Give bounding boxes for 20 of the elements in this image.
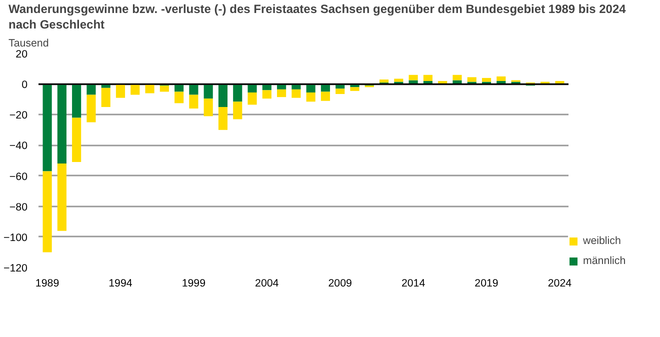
- y-tick-label: −120: [3, 262, 28, 274]
- y-tick-label: 0: [22, 79, 28, 92]
- y-tick-label: −100: [3, 232, 28, 244]
- y-tick-label: 20: [16, 48, 28, 60]
- legend-label: weiblich: [583, 235, 621, 247]
- chart-title: Wanderungsgewinne bzw. -verluste (-) des Freistaates Sachsen gegenüber dem Bundesgebiet 1989 bis 2024 nach Geschlecht: [8, 2, 626, 32]
- y-tick-label: −20: [9, 110, 28, 122]
- y-axis-title: Tausend: [8, 38, 49, 50]
- x-tick-label: 1999: [182, 278, 206, 290]
- x-tick-label: 2019: [474, 278, 498, 290]
- x-tick-label: 2014: [401, 278, 426, 290]
- x-tick-label: 2009: [328, 278, 352, 290]
- y-tick-label: −60: [9, 170, 28, 183]
- y-tick-label: −80: [9, 201, 28, 214]
- legend-label: männlich: [583, 255, 626, 267]
- x-tick-label: 2004: [255, 278, 279, 290]
- x-tick-label: 2024: [548, 278, 572, 290]
- y-tick-label: −40: [9, 140, 28, 152]
- x-tick-label: 1989: [35, 278, 60, 290]
- x-tick-label: 1994: [108, 278, 132, 290]
